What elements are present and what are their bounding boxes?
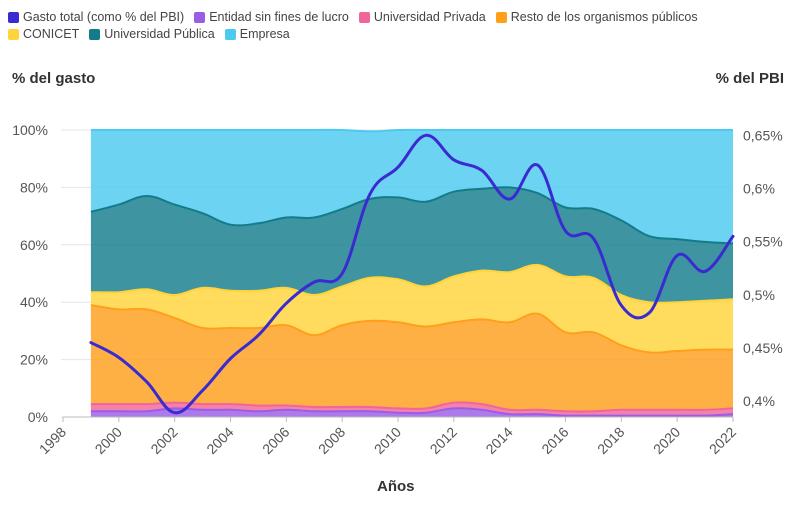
legend-item-gasto-total[interactable]: Gasto total (como % del PBI) [8,10,184,24]
left-axis-title: % del gasto [12,70,96,87]
line-gasto-total [89,133,735,415]
y-right-tick-label: 0,4% [743,393,775,409]
area-empresa [90,129,733,244]
area-boundary-line [90,263,734,304]
legend-swatch [8,28,19,40]
legend-label: Entidad sin fines de lucro [209,10,349,24]
legend-swatch [89,28,101,40]
area-boundary-line [90,407,734,417]
legend-label: Universidad Privada [373,10,486,24]
y-right-tick-label: 0,45% [743,340,783,356]
area-boundary-line [90,128,733,133]
y-left-tick-label: 0% [28,409,48,425]
area-boundary-line [90,304,734,354]
y-right-tick-label: 0,5% [743,287,775,303]
legend-item-entidad-sin-fines-de-lucro[interactable]: Entidad sin fines de lucro [194,10,349,24]
area-resto-de-los-organismos-publicos [90,305,733,412]
x-tick-label: 2010 [371,424,404,457]
y-right-tick-label: 0,55% [743,234,783,250]
legend-item-resto-organismos[interactable]: Resto de los organismos públicos [495,10,698,24]
x-tick-label: 2002 [147,424,180,457]
x-tick-label: 2000 [92,424,125,457]
x-axis-title: Años [377,478,415,495]
x-tick-label: 1998 [36,424,69,457]
y-right-tick-label: 0,65% [743,127,783,143]
legend-label: CONICET [23,27,80,41]
x-tick-label: 2014 [482,424,515,457]
y-right-tick-label: 0,6% [743,180,775,196]
x-tick-label: 2016 [538,424,571,457]
legend-item-conicet[interactable]: CONICET [8,27,79,41]
legend-swatch [358,11,370,23]
legend-swatch [495,11,507,23]
legend-label: Empresa [239,27,290,41]
y-left-tick-label: 100% [12,122,48,138]
chart-legend: Gasto total (como % del PBI) Entidad sin… [8,10,768,41]
area-universidad-publica [90,187,733,303]
legend-label: Gasto total (como % del PBI) [23,10,185,24]
area-entidad-sin-fines-de-lucro [90,408,733,417]
x-tick-label: 2018 [594,424,627,457]
x-tick-label: 2022 [706,424,739,457]
legend-label: Universidad Pública [104,27,215,41]
legend-swatch [8,11,19,23]
x-tick-label: 2020 [650,424,683,457]
x-tick-label: 2004 [203,424,236,457]
x-tick-label: 2012 [427,424,460,457]
legend-swatch [224,28,236,40]
legend-item-empresa[interactable]: Empresa [224,27,290,41]
y-left-tick-label: 20% [20,352,48,368]
y-left-tick-label: 80% [20,179,48,195]
x-tick-label: 2008 [315,424,348,457]
area-conicet [90,264,733,353]
area-boundary-line [90,401,734,413]
x-tick-label: 2006 [259,424,292,457]
legend-swatch [194,11,206,23]
y-left-tick-label: 60% [20,237,48,253]
legend-item-universidad-publica[interactable]: Universidad Pública [89,27,215,41]
right-axis-title: % del PBI [715,70,784,87]
legend-label: Resto de los organismos públicos [510,10,698,24]
area-boundary-line [90,186,734,245]
y-left-tick-label: 40% [20,294,48,310]
legend-item-universidad-privada[interactable]: Universidad Privada [358,10,486,24]
